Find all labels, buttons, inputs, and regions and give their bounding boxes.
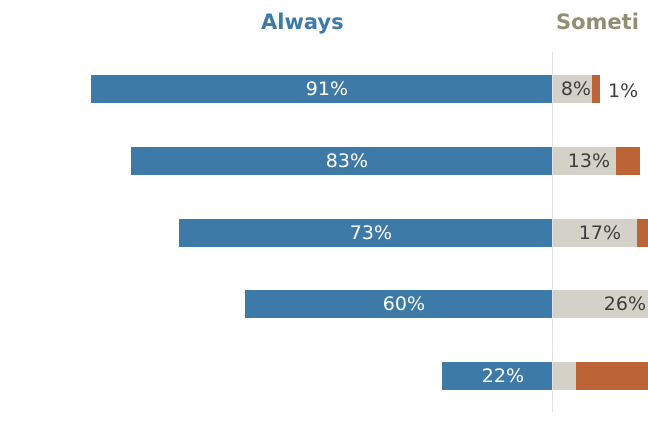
bar-never-row-2 (616, 147, 640, 175)
bar-always-row-5: 22% (442, 362, 552, 390)
center-axis-line (552, 52, 553, 412)
bar-never-row-1 (592, 75, 600, 103)
header-sometimes: Someti (556, 10, 639, 34)
label-always-row-3: 73% (349, 222, 392, 244)
bar-never-row-5 (576, 362, 648, 390)
bar-always-row-4: 60% (245, 290, 552, 318)
bar-never-row-3 (637, 219, 648, 247)
label-always-row-5: 22% (481, 365, 524, 387)
label-always-row-2: 83% (325, 150, 368, 172)
bar-sometimes-row-5 (553, 362, 576, 390)
label-sometimes-row-3: 17% (578, 222, 621, 244)
label-never-row-1: 1% (608, 80, 639, 102)
label-sometimes-row-1: 8% (560, 78, 591, 100)
label-sometimes-row-4: 26% (603, 293, 646, 315)
bar-always-row-2: 83% (131, 147, 552, 175)
header-always: Always (261, 10, 344, 34)
bar-sometimes-row-2: 13% (553, 147, 616, 175)
bar-always-row-1: 91% (91, 75, 552, 103)
label-always-row-1: 91% (305, 78, 348, 100)
bar-sometimes-row-3: 17% (553, 219, 637, 247)
bar-sometimes-row-1: 8% (553, 75, 592, 103)
label-always-row-4: 60% (382, 293, 425, 315)
bar-sometimes-row-4: 26% (553, 290, 648, 318)
label-sometimes-row-2: 13% (567, 150, 610, 172)
bar-always-row-3: 73% (179, 219, 552, 247)
